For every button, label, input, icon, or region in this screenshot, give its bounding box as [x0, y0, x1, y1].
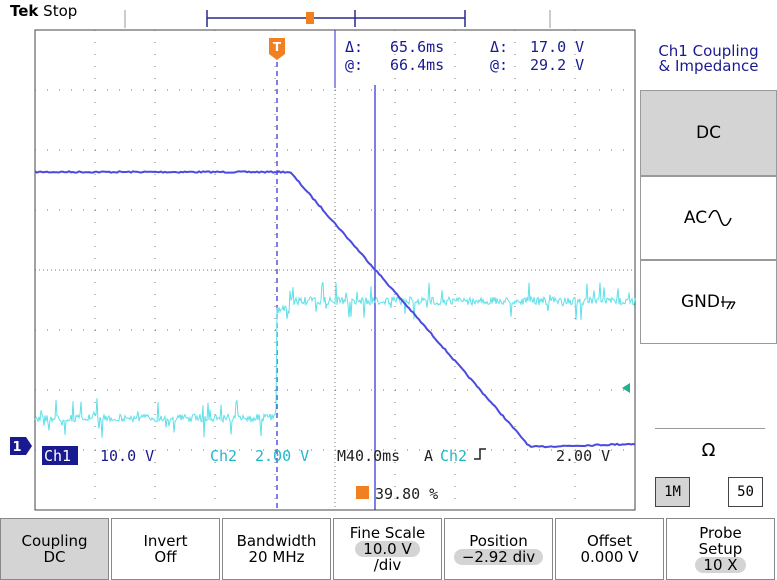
button-value: /div: [373, 556, 402, 574]
button-value: 10 X: [695, 557, 746, 573]
button-value-row: 10 X: [667, 557, 774, 573]
option-label: DC: [696, 123, 721, 143]
menu-button[interactable]: Coupling DC: [0, 518, 109, 580]
ch1-scale: 10.0 V: [100, 447, 154, 465]
sine-icon: [708, 210, 732, 226]
ch2-scale: 2.00 V: [255, 447, 309, 465]
menu-button[interactable]: Invert Off: [111, 518, 220, 580]
graticule: [35, 30, 635, 510]
impedance-50[interactable]: 50: [728, 477, 763, 507]
readout-cell: 66.4ms: [390, 56, 444, 74]
option-gnd[interactable]: GND: [640, 260, 777, 344]
side-title-line: & Impedance: [658, 57, 759, 75]
button-value-row: 20 MHz: [223, 549, 330, 565]
separator: [655, 428, 765, 429]
readout-cell: Δ:: [345, 38, 363, 56]
button-label: Setup: [698, 540, 743, 558]
ch2-level-arrow: [622, 383, 630, 393]
channel-marker-bg: [10, 437, 32, 455]
option-label: AC: [683, 208, 708, 228]
trigger-edge-icon: [474, 448, 486, 460]
readout-cell: Δ:: [490, 38, 508, 56]
button-value-row: DC: [1, 549, 108, 565]
readout-cell: 17.0 V: [530, 38, 584, 56]
button-label: Invert: [143, 532, 188, 550]
status: Stop: [43, 2, 78, 20]
menu-button[interactable]: Probe Setup 10 X: [666, 518, 775, 580]
option-label: GND: [681, 292, 720, 312]
button-value-row: 10.0 V: [334, 541, 441, 557]
trigger-marker: T: [273, 40, 282, 54]
trigger-position-icon: [356, 486, 369, 499]
button-label: Coupling: [21, 532, 88, 550]
button-value: 0.000 V: [580, 548, 639, 566]
trigger-marker-bg: [269, 38, 285, 60]
button-value: 10.0 V: [355, 541, 420, 557]
timebase: M40.0ms: [337, 447, 400, 465]
menu-button[interactable]: Fine Scale 10.0 V/div: [333, 518, 442, 580]
side-title: Ch1 Coupling & Impedance: [640, 44, 777, 74]
menu-button[interactable]: Offset 0.000 V: [555, 518, 664, 580]
menu-button[interactable]: Position −2.92 div: [444, 518, 553, 580]
ch1-waveform: [34, 170, 636, 449]
button-value: DC: [43, 548, 66, 566]
brand: Tek: [10, 2, 39, 20]
ground-icon: [720, 296, 736, 310]
button-value-row: 0.000 V: [556, 549, 663, 565]
trigger-level: 2.00 V: [556, 447, 610, 465]
button-label: Probe: [699, 524, 742, 542]
trigger-source: Ch2: [440, 447, 467, 465]
button-label: Offset: [586, 532, 633, 550]
menu-button[interactable]: Bandwidth 20 MHz: [222, 518, 331, 580]
readout-cell: 65.6ms: [390, 38, 444, 56]
ch2-label: Ch2: [210, 447, 237, 465]
record-trigger: [306, 12, 314, 24]
button-label: Fine Scale: [349, 524, 426, 542]
record-bar: [206, 10, 466, 27]
cursor-readout: Δ: 65.6ms Δ: 17.0 V @: 66.4ms @: 29.2 V: [345, 38, 584, 74]
button-label: Position: [469, 532, 528, 550]
button-value-row: Off: [112, 549, 219, 565]
ch2-waveform: [34, 281, 636, 438]
option-ac[interactable]: AC: [640, 176, 777, 260]
button-value-row: −2.92 div: [445, 549, 552, 565]
impedance-1m[interactable]: 1M: [655, 477, 690, 507]
side-title-line: Ch1 Coupling: [658, 42, 759, 60]
option-dc[interactable]: DC: [640, 90, 777, 176]
trigger-position: 39.80 %: [375, 485, 438, 503]
readout-cell: @:: [490, 56, 508, 74]
readout-cell: @:: [345, 56, 363, 74]
trigger-mode: A: [424, 447, 433, 465]
button-value: −2.92 div: [453, 549, 544, 565]
ch1-label: Ch1: [44, 447, 71, 465]
button-label: Bandwidth: [236, 532, 317, 550]
impedance-symbol: Ω: [701, 440, 716, 461]
channel-marker: 1: [12, 440, 21, 455]
button-value: Off: [154, 548, 177, 566]
button-value-row: /div: [334, 557, 441, 573]
button-value: 20 MHz: [248, 548, 305, 566]
header: Tek Stop: [10, 2, 77, 20]
readout-cell: 29.2 V: [530, 56, 584, 74]
ch1-badge: [42, 446, 78, 465]
